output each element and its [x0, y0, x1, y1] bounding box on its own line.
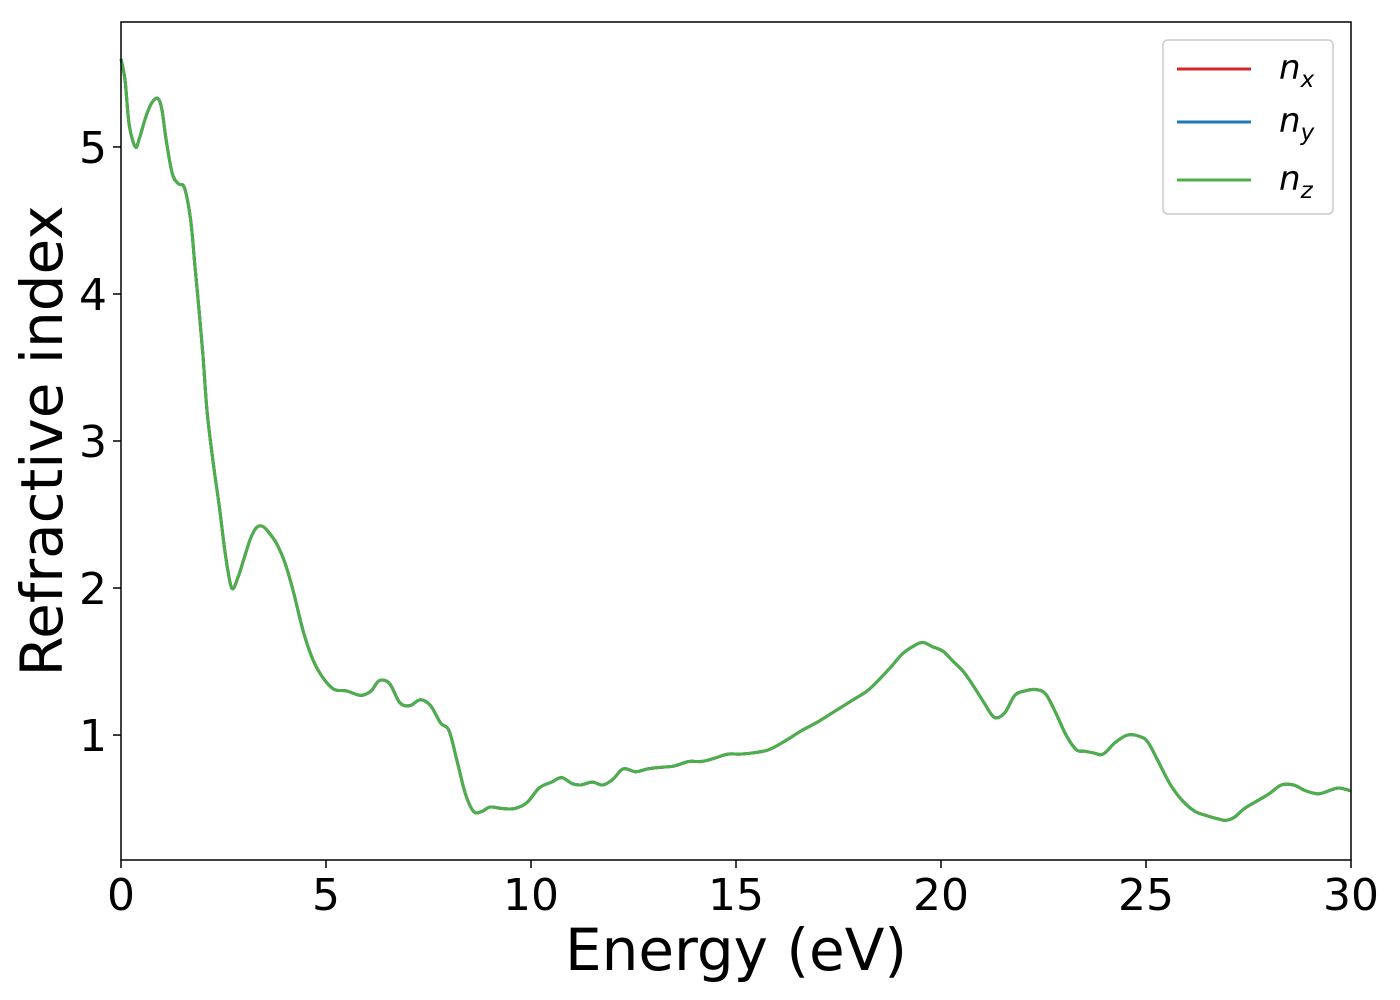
legend-label-ny: ny — [1279, 101, 1315, 146]
legend-box — [1162, 39, 1334, 215]
x-tick-label: 0 — [107, 870, 135, 921]
x-tick-label: 10 — [503, 870, 559, 921]
y-tick-label: 2 — [79, 564, 107, 615]
legend: nx ny nz — [1162, 39, 1334, 215]
x-tick-label: 20 — [913, 870, 969, 921]
x-tick-label: 30 — [1323, 870, 1379, 921]
y-tick-label: 5 — [79, 123, 107, 174]
y-tick-label: 1 — [79, 711, 107, 762]
y-axis-ticks: 1 2 3 4 5 — [79, 123, 121, 762]
x-axis-ticks: 0 5 10 15 20 25 30 — [107, 860, 1379, 921]
legend-label-nx: nx — [1279, 48, 1315, 93]
series-lines — [119, 58, 1352, 822]
y-tick-label: 3 — [79, 417, 107, 468]
x-axis-title: Energy (eV) — [565, 916, 907, 984]
y-tick-label: 4 — [79, 270, 107, 321]
x-tick-label: 25 — [1118, 870, 1174, 921]
series-line-nz — [119, 58, 1352, 822]
y-axis-title: Refractive index — [8, 205, 76, 676]
legend-label-nz: nz — [1279, 159, 1314, 204]
x-tick-label: 15 — [708, 870, 764, 921]
x-tick-label: 5 — [312, 870, 340, 921]
